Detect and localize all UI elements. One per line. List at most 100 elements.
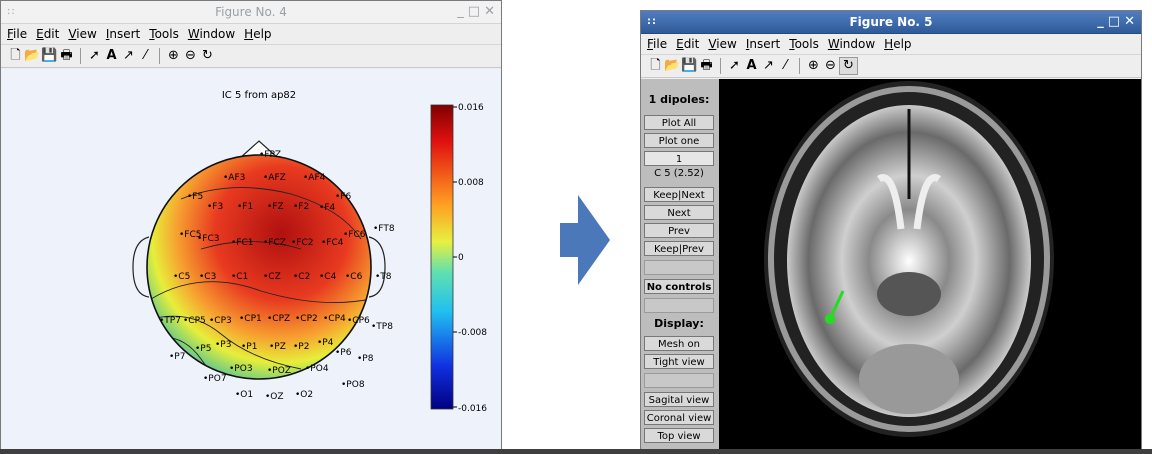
electrode-label: •FPZ [259, 150, 281, 160]
dipoles-count-label: 1 dipoles: [648, 93, 710, 106]
electrode-label: •C2 [293, 272, 310, 282]
menu-window[interactable]: Window [827, 37, 876, 51]
save-icon[interactable]: 💾 [681, 58, 698, 73]
menu-tools[interactable]: Tools [149, 27, 179, 41]
close-icon[interactable]: ✕ [484, 4, 495, 19]
figure-5-menubar: File Edit View Insert Tools Window Help [641, 34, 1141, 54]
zoom-in-icon[interactable]: ⊕ [808, 58, 819, 73]
electrode-label: •CP3 [209, 316, 232, 326]
colorbar-tick: 0.008 [458, 178, 484, 188]
colorbar [430, 104, 454, 410]
skull-bone [768, 86, 1050, 432]
electrode-label: •F5 [187, 192, 203, 202]
close-icon[interactable]: ✕ [1124, 14, 1135, 29]
electrode-label: •C6 [345, 272, 363, 282]
left-ear [132, 236, 150, 298]
mesh-on-button[interactable]: Mesh on [644, 336, 714, 351]
keep-prev-button[interactable]: Keep|Prev [644, 241, 714, 256]
toolbar-separator [159, 48, 160, 64]
electrode-label: •P3 [215, 340, 231, 350]
pointer-icon[interactable]: ➚ [89, 48, 100, 63]
electrode-label: •AFZ [263, 173, 286, 183]
display-label: Display: [654, 317, 704, 330]
electrode-label: •AF4 [303, 173, 326, 183]
save-icon[interactable]: 💾 [41, 48, 58, 63]
electrode-label: •CP6 [347, 316, 370, 326]
electrode-label: •O2 [295, 390, 313, 400]
rotate-icon[interactable]: ↻ [839, 57, 858, 75]
colorbar-tick: 0 [458, 253, 464, 263]
menu-file[interactable]: File [7, 27, 28, 41]
menu-file[interactable]: File [647, 37, 668, 51]
open-icon[interactable]: 📂 [664, 58, 681, 73]
plot-one-button[interactable]: Plot one [644, 133, 714, 148]
zoom-out-icon[interactable]: ⊖ [825, 58, 836, 73]
figure-4-titlebar[interactable]: :: Figure No. 4 _ □ ✕ [1, 1, 501, 24]
menu-edit[interactable]: Edit [36, 27, 60, 41]
electrode-label: •P2 [293, 342, 309, 352]
print-icon[interactable]: 🖶 [700, 58, 713, 73]
coronal-view-button[interactable]: Coronal view [644, 410, 714, 425]
mri-view[interactable] [719, 79, 1141, 453]
zoom-out-icon[interactable]: ⊖ [185, 48, 196, 63]
electrode-label: •F1 [237, 202, 253, 212]
pointer-icon[interactable]: ➚ [729, 58, 740, 73]
panel-spacer [644, 373, 714, 388]
text-icon[interactable]: A [746, 58, 757, 73]
menu-help[interactable]: Help [244, 27, 272, 41]
electrode-label: •P8 [357, 354, 374, 364]
arrow-icon[interactable]: ↗ [123, 48, 134, 63]
electrode-label: •PO8 [341, 380, 365, 390]
electrode-label: •P5 [195, 344, 211, 354]
top-view-button[interactable]: Top view [644, 428, 714, 443]
electrode-label: •CP1 [239, 314, 262, 324]
electrode-label: •O1 [235, 390, 253, 400]
keep-next-button[interactable]: Keep|Next [644, 187, 714, 202]
window-grip-icon[interactable]: :: [647, 16, 657, 27]
electrode-label: •F4 [319, 203, 335, 213]
dipole-marker[interactable] [825, 314, 835, 324]
electrode-label: •C4 [319, 272, 337, 282]
minimize-icon[interactable]: _ [1097, 14, 1104, 29]
minimize-icon[interactable]: _ [457, 4, 464, 19]
topoplot-canvas[interactable]: IC 5 from ap82 •FPZ •AF3 •AFZ •AF4 •F5 •F3 •F1… [1, 69, 501, 449]
text-icon[interactable]: A [106, 48, 117, 63]
arrow-icon[interactable]: ↗ [763, 58, 774, 73]
electrode-label: •P7 [169, 352, 185, 362]
zoom-in-icon[interactable]: ⊕ [168, 48, 179, 63]
menu-insert[interactable]: Insert [105, 27, 141, 41]
menu-help[interactable]: Help [884, 37, 912, 51]
screen-bottom-strip [0, 449, 1152, 454]
maximize-icon[interactable]: □ [467, 4, 481, 19]
line-icon[interactable]: ⁄ [784, 58, 787, 73]
next-button[interactable]: Next [644, 205, 714, 220]
mri-svg [764, 81, 1054, 437]
no-controls-button[interactable]: No controls [644, 279, 714, 294]
menu-window[interactable]: Window [187, 27, 236, 41]
electrode-label: •CPZ [267, 314, 290, 324]
plot-all-button[interactable]: Plot All [644, 115, 714, 130]
dipole-index-field[interactable]: 1 [644, 151, 714, 166]
dipole-orientation-line [829, 290, 845, 318]
dipole-control-panel: 1 dipoles: Plot All Plot one 1 C 5 (2.52… [641, 79, 719, 453]
print-icon[interactable]: 🖶 [60, 48, 73, 63]
prev-button[interactable]: Prev [644, 223, 714, 238]
menu-tools[interactable]: Tools [789, 37, 819, 51]
figure-4-toolbar: 🗋 📂 💾 🖶 ➚ A ↗ ⁄ ⊕ ⊖ ↻ [1, 44, 501, 68]
tight-view-button[interactable]: Tight view [644, 354, 714, 369]
open-icon[interactable]: 📂 [24, 48, 41, 63]
new-icon[interactable]: 🗋 [650, 58, 661, 73]
colorbar-tick: -0.016 [458, 404, 487, 414]
rotate-icon[interactable]: ↻ [202, 48, 213, 63]
sagital-view-button[interactable]: Sagital view [644, 392, 714, 407]
window-grip-icon[interactable]: :: [7, 6, 16, 17]
menu-view[interactable]: View [708, 37, 737, 51]
menu-insert[interactable]: Insert [745, 37, 781, 51]
new-icon[interactable]: 🗋 [10, 48, 21, 63]
menu-view[interactable]: View [68, 27, 97, 41]
menu-edit[interactable]: Edit [676, 37, 700, 51]
line-icon[interactable]: ⁄ [144, 48, 147, 63]
figure-5-titlebar[interactable]: :: Figure No. 5 _ □ ✕ [641, 11, 1141, 34]
maximize-icon[interactable]: □ [1107, 14, 1121, 29]
electrode-label: •P6 [335, 348, 352, 358]
